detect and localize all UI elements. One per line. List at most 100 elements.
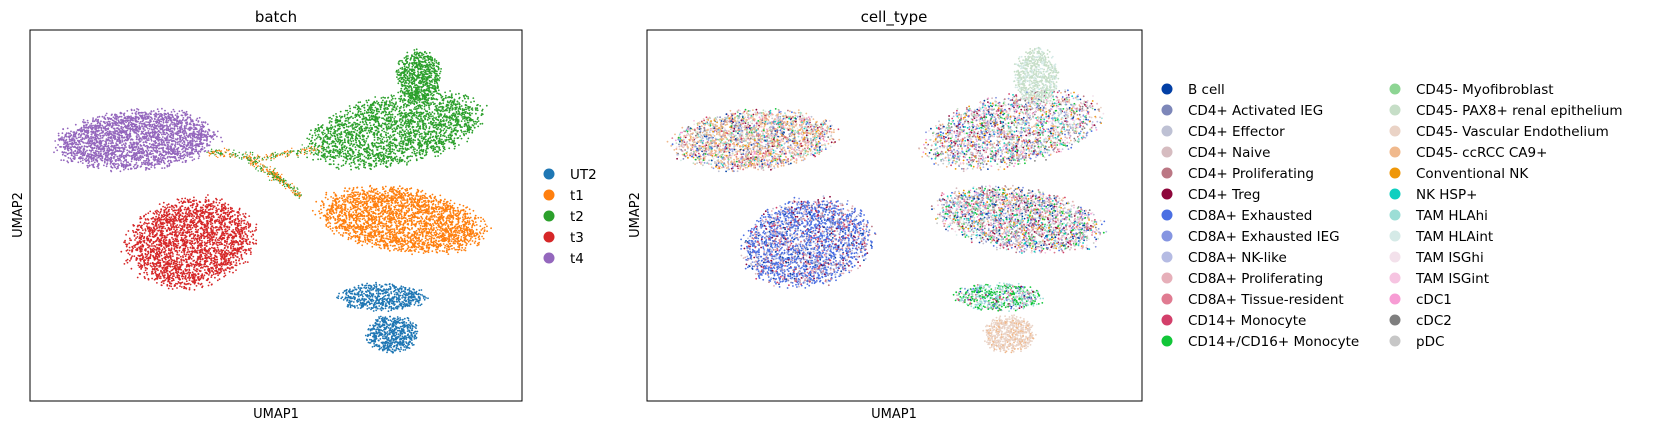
data-point	[398, 161, 401, 163]
data-point	[385, 131, 387, 134]
data-point	[82, 132, 85, 135]
data-point	[185, 125, 188, 127]
data-point	[372, 144, 374, 147]
data-point	[97, 121, 100, 124]
data-point	[131, 125, 134, 128]
data-point	[459, 135, 461, 137]
data-point	[189, 147, 192, 149]
data-point	[65, 135, 68, 138]
data-point	[398, 142, 401, 145]
data-point	[159, 152, 162, 155]
data-point	[135, 147, 137, 149]
data-point	[122, 143, 125, 146]
data-point	[318, 128, 320, 131]
data-point	[308, 142, 311, 145]
data-point	[122, 126, 125, 129]
data-point	[127, 126, 130, 128]
data-point	[77, 136, 80, 139]
data-point	[106, 162, 109, 165]
data-point	[135, 132, 138, 135]
data-point	[338, 156, 340, 158]
data-point	[366, 127, 368, 129]
data-point	[398, 107, 401, 109]
data-point	[416, 149, 418, 152]
data-point	[177, 120, 179, 123]
data-point	[323, 146, 326, 149]
data-point	[461, 112, 464, 115]
data-point	[191, 142, 194, 145]
data-point	[143, 144, 145, 146]
data-point	[414, 136, 417, 139]
data-point	[119, 150, 122, 153]
data-point	[379, 108, 382, 111]
data-point	[338, 143, 341, 145]
data-point	[391, 104, 393, 107]
data-point	[413, 113, 416, 116]
data-point	[132, 141, 135, 144]
data-point	[100, 152, 102, 155]
data-point	[198, 124, 201, 126]
data-point	[413, 134, 415, 137]
data-point	[177, 152, 180, 155]
data-point	[387, 145, 390, 147]
data-point	[346, 131, 349, 134]
data-point	[101, 155, 103, 158]
data-point	[390, 159, 393, 162]
data-point	[193, 132, 196, 135]
data-point	[322, 139, 325, 142]
data-point	[400, 142, 402, 145]
data-point	[167, 150, 170, 153]
data-point	[447, 121, 450, 124]
data-point	[185, 110, 188, 113]
data-point	[404, 121, 406, 124]
data-point	[198, 155, 201, 158]
data-point	[415, 126, 418, 128]
data-point	[136, 156, 139, 159]
data-point	[173, 110, 176, 113]
data-point	[427, 133, 430, 136]
data-point	[95, 150, 98, 153]
data-point	[153, 140, 156, 143]
data-point	[468, 125, 471, 128]
data-point	[363, 107, 366, 109]
data-point	[374, 121, 377, 123]
data-point	[167, 127, 170, 130]
data-point	[87, 121, 89, 124]
data-point	[420, 118, 423, 120]
data-point	[197, 153, 200, 156]
data-point	[63, 137, 65, 139]
data-point	[135, 162, 138, 164]
data-point	[208, 128, 211, 131]
data-point	[471, 119, 474, 121]
data-point	[442, 150, 445, 153]
data-point	[166, 132, 169, 135]
data-point	[57, 134, 60, 137]
data-point	[336, 136, 339, 139]
data-point	[412, 139, 415, 141]
data-point	[159, 126, 161, 128]
data-point	[385, 144, 388, 147]
data-point	[185, 119, 188, 122]
data-point	[419, 127, 422, 130]
data-point	[398, 144, 401, 146]
data-point	[107, 136, 110, 139]
data-point	[167, 144, 170, 147]
data-point	[158, 163, 161, 166]
data-point	[179, 127, 181, 130]
data-point	[119, 119, 122, 121]
data-point	[61, 153, 64, 156]
data-point	[398, 97, 400, 100]
data-point	[434, 117, 437, 120]
data-point	[337, 168, 340, 170]
data-point	[191, 144, 194, 146]
data-point	[389, 163, 392, 166]
data-point	[417, 111, 420, 114]
data-point	[118, 142, 121, 145]
data-point	[376, 132, 379, 135]
data-point	[81, 137, 84, 139]
data-point	[190, 140, 192, 143]
data-point	[330, 156, 333, 158]
data-point	[176, 137, 179, 140]
data-point	[212, 138, 215, 141]
data-point	[306, 137, 309, 140]
